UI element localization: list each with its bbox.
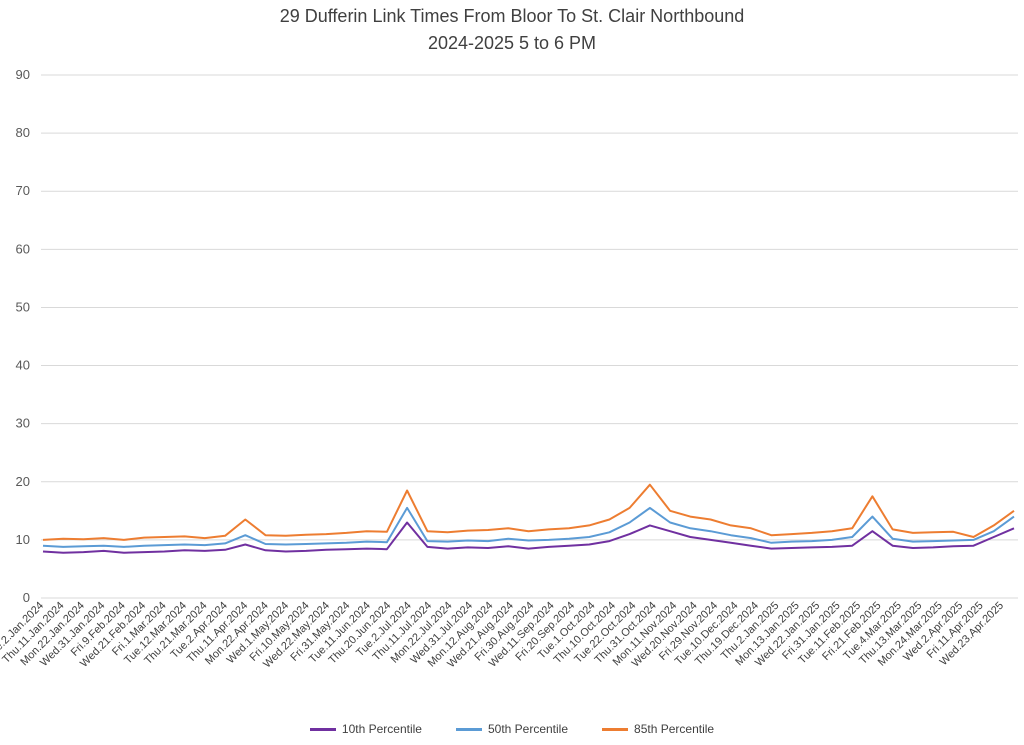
- y-tick-label: 10: [16, 532, 30, 547]
- y-tick-label: 0: [23, 590, 30, 605]
- legend-item-10th: 10th Percentile: [309, 722, 422, 736]
- y-tick-label: 20: [16, 474, 30, 489]
- legend-swatch-50th: [455, 727, 482, 731]
- legend-item-85th: 85th Percentile: [602, 722, 714, 736]
- y-tick-label: 40: [16, 358, 30, 373]
- legend-label-50th: 50th Percentile: [487, 722, 569, 736]
- legend-label-10th: 10th Percentile: [341, 722, 422, 736]
- y-tick-label: 70: [16, 183, 30, 198]
- legend-item-50th: 50th Percentile: [455, 722, 569, 736]
- y-tick-label: 30: [16, 416, 30, 431]
- series-line-10th-percentile: [42, 521, 1015, 554]
- chart-legend: 10th Percentile 50th Percentile 85th Per…: [0, 722, 1024, 736]
- legend-label-85th: 85th Percentile: [634, 722, 715, 736]
- legend-swatch-85th: [602, 727, 629, 731]
- y-tick-label: 90: [16, 67, 30, 82]
- y-tick-label: 50: [16, 299, 30, 314]
- series-line-85th-percentile: [42, 483, 1015, 541]
- y-tick-label: 60: [16, 241, 30, 256]
- y-tick-label: 80: [16, 125, 30, 140]
- chart-title: 29 Dufferin Link Times From Bloor To St.…: [279, 6, 745, 26]
- legend-swatch-10th: [309, 727, 336, 731]
- chart-subtitle: 2024-2025 5 to 6 PM: [427, 33, 597, 53]
- series-line-50th-percentile: [42, 506, 1015, 548]
